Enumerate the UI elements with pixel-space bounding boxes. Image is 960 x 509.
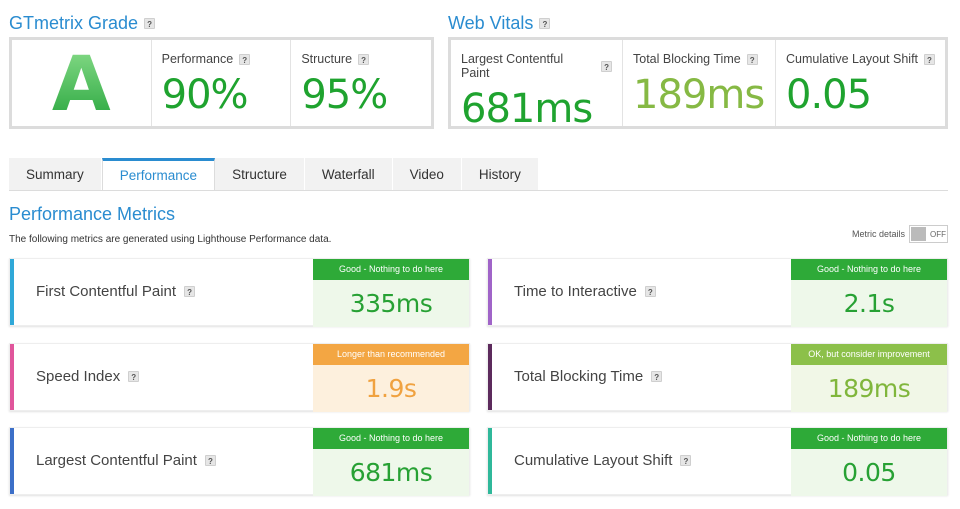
metric-value: 0.05: [791, 449, 947, 496]
metric-result: Longer than recommended 1.9s: [313, 344, 469, 412]
metric-name: Time to Interactive: [514, 283, 637, 300]
performance-score-label: Performance: [161, 52, 234, 66]
performance-metrics-title: Performance Metrics: [9, 204, 176, 224]
help-icon[interactable]: ?: [539, 18, 551, 29]
metric-value: 1.9s: [313, 365, 469, 412]
metric-status-badge: Longer than recommended: [313, 344, 469, 365]
vital-lcp-value: 681ms: [461, 86, 593, 132]
vital-lcp-label: Largest Contentful Paint: [461, 52, 564, 80]
metric-card-largest-contentful-paint: Largest Contentful Paint ? Good - Nothin…: [9, 427, 470, 496]
vital-tbt-label: Total Blocking Time: [633, 52, 741, 66]
metric-card-time-to-interactive: Time to Interactive ? Good - Nothing to …: [487, 258, 948, 327]
vital-cls-value: 0.05: [786, 72, 872, 118]
structure-score-label: Structure: [301, 52, 353, 66]
performance-metrics-description: The following metrics are generated usin…: [9, 234, 332, 245]
metric-value: 335ms: [313, 280, 469, 327]
metric-name: First Contentful Paint: [36, 283, 177, 300]
tab-waterfall[interactable]: Waterfall: [304, 158, 393, 191]
metric-name: Total Blocking Time: [514, 368, 644, 385]
help-icon[interactable]: ?: [924, 53, 935, 65]
metric-status-badge: Good - Nothing to do here: [313, 428, 469, 449]
metric-result: Good - Nothing to do here 2.1s: [791, 259, 947, 327]
metric-card-speed-index: Speed Index ? Longer than recommended 1.…: [9, 343, 470, 412]
gtmetrix-grade-title: GTmetrix Grade ?: [9, 13, 156, 34]
metric-color-bar: [10, 428, 14, 494]
tab-summary[interactable]: Summary: [9, 158, 102, 191]
help-icon[interactable]: ?: [601, 60, 612, 72]
help-icon[interactable]: ?: [644, 286, 656, 297]
vital-tbt-cell: Total Blocking Time ? 189ms: [623, 40, 776, 126]
tab-video[interactable]: Video: [392, 158, 462, 191]
metric-status-badge: Good - Nothing to do here: [313, 259, 469, 280]
vital-lcp-cell: Largest Contentful Paint ? 681ms: [451, 40, 623, 132]
metric-value: 681ms: [313, 449, 469, 496]
metric-details-control: Metric details OFF: [852, 225, 948, 243]
metric-color-bar: [10, 344, 14, 410]
metric-name-row: First Contentful Paint ?: [36, 283, 196, 300]
metric-name: Largest Contentful Paint: [36, 452, 197, 469]
help-icon[interactable]: ?: [239, 53, 251, 65]
performance-score-cell: Performance ? 90%: [152, 40, 292, 126]
help-icon[interactable]: ?: [680, 455, 692, 466]
structure-score-label-row: Structure ?: [301, 52, 421, 66]
vital-tbt-label-row: Total Blocking Time ?: [633, 52, 765, 66]
performance-score-label-row: Performance ?: [162, 52, 281, 66]
web-vitals-title: Web Vitals ?: [448, 13, 551, 34]
performance-score-value: 90%: [161, 72, 249, 118]
toggle-state-label: OFF: [930, 229, 946, 239]
help-icon[interactable]: ?: [144, 18, 156, 29]
tab-performance[interactable]: Performance: [101, 158, 216, 191]
metric-result: Good - Nothing to do here 681ms: [313, 428, 469, 496]
metric-card-first-contentful-paint: First Contentful Paint ? Good - Nothing …: [9, 258, 470, 327]
metric-color-bar: [488, 344, 492, 410]
structure-score-value: 95%: [301, 72, 388, 118]
metric-name-row: Time to Interactive ?: [514, 283, 656, 300]
tab-history[interactable]: History: [461, 158, 539, 191]
web-vitals-panel: Largest Contentful Paint ? 681ms Total B…: [448, 37, 948, 132]
help-icon[interactable]: ?: [184, 286, 196, 297]
metric-details-toggle[interactable]: OFF: [909, 225, 948, 243]
vital-cls-label-row: Cumulative Layout Shift ?: [786, 52, 935, 66]
metric-color-bar: [488, 259, 492, 325]
help-icon[interactable]: ?: [651, 371, 663, 382]
metric-value: 189ms: [791, 365, 947, 412]
metric-card-total-blocking-time: Total Blocking Time ? OK, but consider i…: [487, 343, 948, 412]
metric-name: Speed Index: [36, 368, 121, 385]
metric-status-badge: Good - Nothing to do here: [791, 428, 947, 449]
metric-result: OK, but consider improvement 189ms: [791, 344, 947, 412]
metric-result: Good - Nothing to do here 0.05: [791, 428, 947, 496]
toggle-knob: [911, 227, 926, 241]
metric-name-row: Total Blocking Time ?: [514, 368, 663, 385]
structure-score-cell: Structure ? 95%: [291, 40, 431, 126]
web-vitals-title-text: Web Vitals: [448, 13, 534, 33]
grade-letter-box: A: [12, 38, 152, 128]
help-icon[interactable]: ?: [204, 455, 216, 466]
metric-name-row: Cumulative Layout Shift ?: [514, 452, 692, 469]
gtmetrix-grade-title-text: GTmetrix Grade: [9, 13, 139, 33]
metric-result: Good - Nothing to do here 335ms: [313, 259, 469, 327]
metric-details-label: Metric details: [851, 229, 905, 239]
metric-color-bar: [10, 259, 14, 325]
grade-panel: A Performance ? 90% Structure ? 95%: [9, 37, 434, 129]
tab-structure[interactable]: Structure: [215, 158, 305, 191]
metric-card-cumulative-layout-shift: Cumulative Layout Shift ? Good - Nothing…: [487, 427, 948, 496]
metric-name-row: Largest Contentful Paint ?: [36, 452, 216, 469]
metric-status-badge: OK, but consider improvement: [791, 344, 947, 365]
grade-letter: A: [51, 38, 111, 128]
vital-tbt-value: 189ms: [633, 72, 765, 118]
metric-status-badge: Good - Nothing to do here: [791, 259, 947, 280]
report-tabs: Summary Performance Structure Waterfall …: [9, 158, 539, 191]
help-icon[interactable]: ?: [358, 53, 370, 65]
vital-lcp-label-row: Largest Contentful Paint ?: [461, 52, 612, 80]
metric-value: 2.1s: [791, 280, 947, 327]
tabs-divider: [9, 190, 948, 191]
vital-cls-cell: Cumulative Layout Shift ? 0.05: [776, 40, 945, 126]
metric-color-bar: [488, 428, 492, 494]
metric-name: Cumulative Layout Shift: [514, 452, 673, 469]
help-icon[interactable]: ?: [128, 371, 140, 382]
vital-cls-label: Cumulative Layout Shift: [786, 52, 919, 66]
help-icon[interactable]: ?: [746, 53, 758, 65]
metric-name-row: Speed Index ?: [36, 368, 140, 385]
